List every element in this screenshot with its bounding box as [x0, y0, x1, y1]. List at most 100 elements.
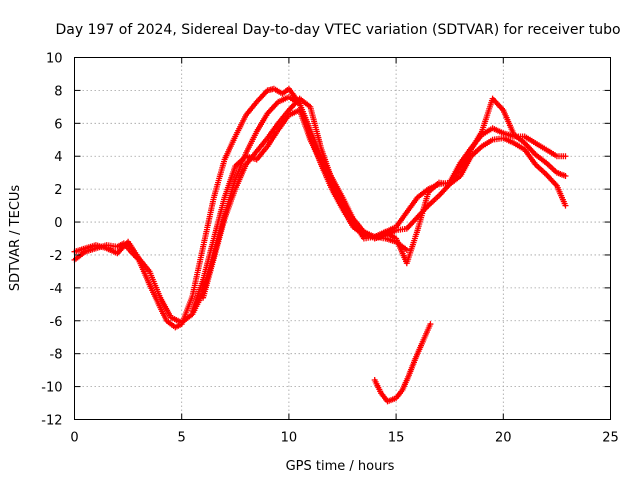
x-tick-label: 15: [388, 431, 405, 446]
x-axis-label: GPS time / hours: [286, 459, 395, 474]
data-point: [427, 321, 434, 328]
data-point-run: [200, 196, 217, 250]
series-track-5: [371, 321, 434, 405]
y-tick-label: -6: [50, 315, 63, 330]
data-point-run: [221, 188, 238, 222]
data-point-run: [210, 158, 227, 201]
data-point-run: [135, 255, 152, 273]
data-point-run: [532, 161, 548, 176]
data-point-run: [146, 281, 163, 309]
y-tick-label: 6: [54, 117, 62, 132]
x-tick-label: 10: [281, 431, 298, 446]
data-point-run: [412, 342, 424, 362]
data-point-run: [253, 136, 270, 155]
data-point-run: [275, 108, 291, 127]
data-point-run: [425, 181, 441, 196]
data-point-run: [339, 202, 356, 225]
y-tick-label: 8: [54, 84, 62, 99]
data-point-run: [521, 140, 538, 157]
data-point-run: [382, 228, 398, 241]
data-point-run: [296, 95, 312, 109]
data-point-run: [163, 317, 177, 329]
data-point-run: [532, 151, 548, 165]
data-point-run: [500, 107, 517, 136]
data-point-run: [457, 155, 474, 179]
data-point-run: [393, 210, 409, 230]
data-point-run: [378, 390, 390, 403]
data-point-run: [189, 278, 206, 314]
data-point-run: [210, 196, 227, 242]
data-point-run: [307, 103, 324, 149]
data-point-run: [243, 149, 259, 168]
data-point: [403, 247, 410, 254]
data-point-run: [521, 133, 537, 145]
data-point-run: [232, 154, 248, 170]
data-point-run: [406, 357, 418, 379]
data-point-run: [318, 145, 335, 181]
x-tick-label: 0: [70, 431, 78, 446]
y-tick-label: -4: [50, 282, 63, 297]
data-point-run: [468, 144, 484, 160]
series-track-4: [200, 95, 410, 301]
data-point-run: [511, 140, 526, 152]
data-point-run: [384, 395, 398, 405]
data-point-run: [253, 145, 270, 163]
data-point-run: [264, 122, 280, 142]
data-point-run: [425, 194, 441, 209]
data-point-run: [168, 314, 183, 325]
data-point-run: [172, 321, 184, 331]
data-point-run: [307, 136, 324, 164]
data-point-run: [543, 146, 559, 159]
y-axis-label: SDTVAR / TECUs: [8, 185, 23, 292]
data-point-run: [200, 257, 217, 301]
data-point-run: [200, 237, 217, 283]
data-point: [562, 202, 569, 209]
y-tick-label: -12: [41, 414, 62, 429]
data-point-run: [543, 171, 559, 188]
data-point-run: [478, 97, 495, 135]
data-point-run: [157, 294, 173, 319]
data-point-run: [436, 182, 452, 199]
data-point-run: [114, 241, 126, 250]
data-point-run: [264, 128, 280, 150]
y-tick-label: 2: [54, 183, 62, 198]
data-point-run: [178, 312, 194, 326]
data-point-run: [350, 220, 366, 234]
data-point-run: [414, 191, 431, 234]
y-tick-label: 10: [46, 52, 63, 67]
data-point-run: [270, 85, 284, 96]
data-point-run: [468, 130, 484, 153]
plot-frame: [74, 57, 611, 420]
data-point-run: [553, 169, 567, 179]
data-point-run: [328, 176, 345, 207]
x-tick-label: 20: [495, 431, 512, 446]
data-point-run: [489, 95, 505, 112]
data-point-run: [489, 125, 505, 136]
data-point-run: [189, 245, 206, 300]
data-point-run: [393, 388, 405, 402]
data-point-run: [264, 100, 280, 117]
data-point-run: [296, 107, 313, 141]
data-point-run: [243, 130, 259, 156]
data-point-run: [253, 88, 270, 105]
data-point-run: [414, 187, 430, 201]
data-point-run: [157, 304, 169, 322]
data-point-run: [285, 108, 301, 119]
data-point-run: [403, 215, 420, 232]
x-tick-label: 5: [178, 431, 186, 446]
data-point-run: [318, 159, 334, 186]
data-point-run: [210, 217, 227, 262]
data-point-run: [403, 196, 420, 216]
data-point-run: [511, 131, 527, 145]
data-point-run: [457, 148, 474, 171]
data-point-run: [253, 112, 270, 135]
data-point: [562, 172, 569, 179]
data-point-run: [221, 165, 238, 201]
data-point-run: [399, 373, 412, 393]
data-point-run: [418, 323, 433, 347]
data-point-run: [360, 228, 376, 239]
data-point-run: [146, 268, 163, 299]
data-point-run: [275, 113, 291, 133]
